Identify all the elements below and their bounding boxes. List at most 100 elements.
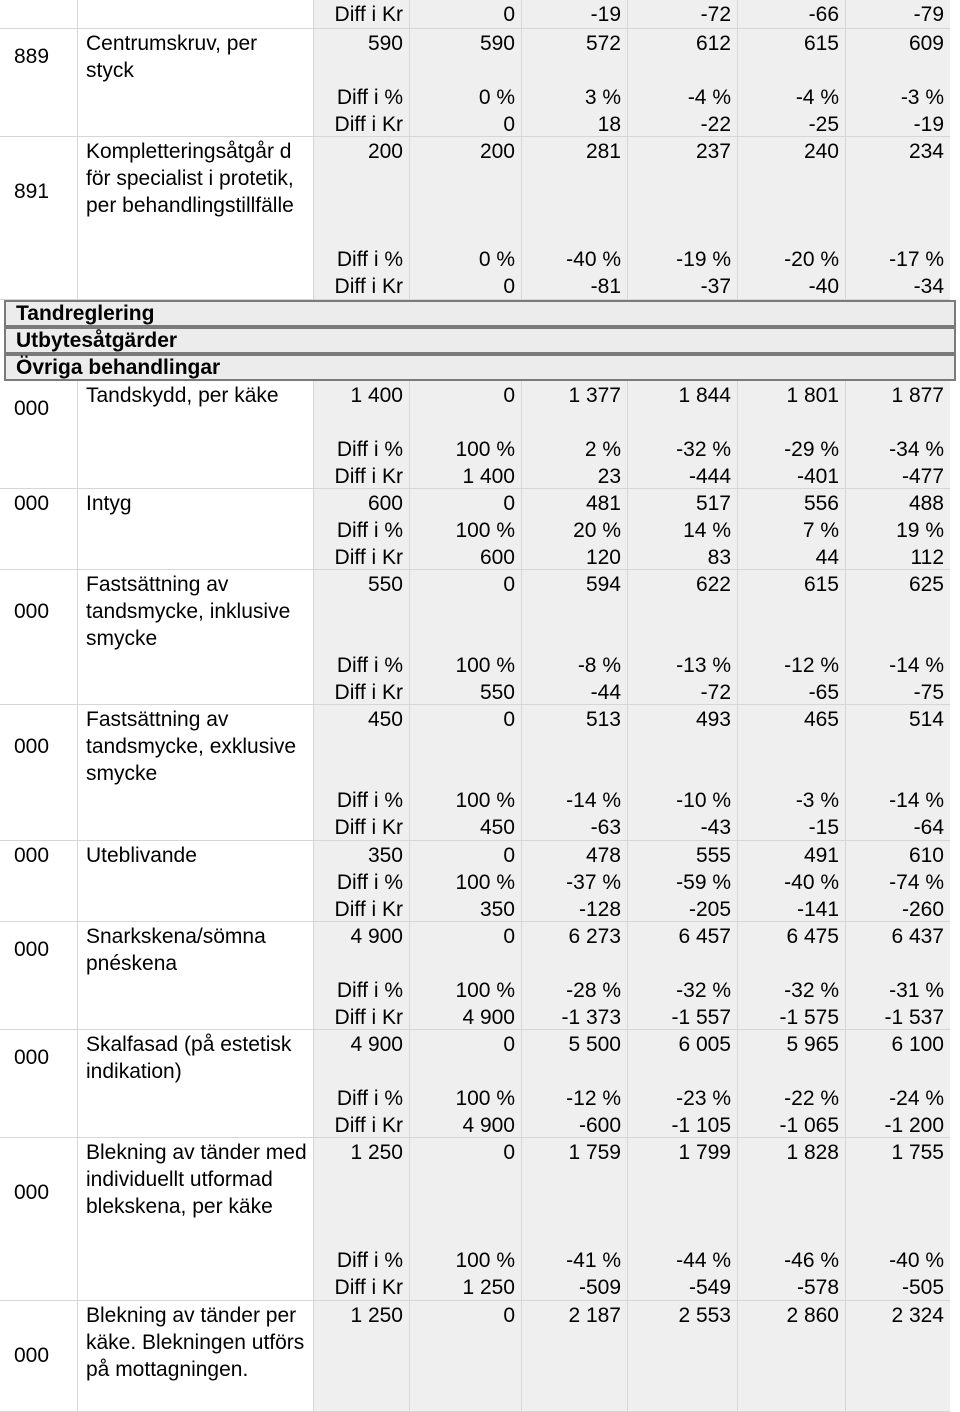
- cell-value: 240: [803, 140, 839, 163]
- diff-pct-label: Diff i %: [336, 654, 403, 677]
- cell-value: 6 273: [568, 925, 621, 948]
- cell-value: 556: [803, 492, 839, 515]
- table-cell: 625 -14 % -75: [846, 570, 950, 705]
- list-price: 1 250: [350, 1141, 403, 1164]
- table-cell: [0, 0, 78, 29]
- cell-value: 0 %: [478, 248, 515, 271]
- list-price: 600: [367, 492, 403, 515]
- table-cell: 590 0 % 0: [410, 29, 522, 137]
- item-code: 000: [14, 735, 50, 758]
- cell-value: -66: [808, 3, 839, 26]
- table-cell: 281 -40 % -81: [522, 137, 628, 300]
- item-code: 891: [14, 180, 50, 203]
- cell-value: -401: [796, 465, 839, 488]
- section-header: Övriga behandlingar: [4, 354, 956, 381]
- table-cell: 5 500 -12 % -600: [522, 1030, 628, 1138]
- cell-value: -1 537: [884, 1006, 944, 1029]
- cell-value: 0: [503, 113, 515, 136]
- cell-value: 6 437: [891, 925, 944, 948]
- cell-value: 100 %: [455, 1087, 515, 1110]
- cell-value: -40 %: [784, 871, 839, 894]
- table-row: 000 Fastsättning av tandsmycke, inklusive…: [0, 570, 960, 705]
- item-code: 000: [14, 1181, 50, 1204]
- cell-value: 1 844: [678, 384, 731, 407]
- table-cell: 478 -37 % -128: [522, 841, 628, 922]
- table-cell: 517 14 % 83: [628, 489, 738, 570]
- table-cell: 590 Diff i % Diff i Kr: [314, 29, 410, 137]
- table-cell: 1 877 -34 % -477: [846, 381, 950, 489]
- cell-value: -260: [901, 898, 944, 921]
- table-cell: Kompletteringsåtgår d för specialist i p…: [78, 137, 314, 300]
- cell-value: -578: [796, 1276, 839, 1299]
- cell-value: 1 877: [891, 384, 944, 407]
- table-row: Diff i Kr 0 -19 -72 -66 -79: [0, 0, 960, 29]
- list-price: 1 250: [350, 1304, 403, 1327]
- cell-value: -44: [590, 681, 621, 704]
- cell-value: Diff i Kr: [334, 3, 403, 26]
- table-cell: 0 100 % 4 900: [410, 1030, 522, 1138]
- item-name: Centrumskruv, per styck: [86, 32, 258, 82]
- cell-value: -74 %: [889, 871, 944, 894]
- cell-value: -14 %: [566, 789, 621, 812]
- item-name: Tandskydd, per käke: [86, 384, 279, 407]
- cell-value: 550: [479, 681, 515, 704]
- cell-value: 234: [908, 140, 944, 163]
- table-row: 000 Uteblivande 350 Diff i % Diff i Kr 0 100 %…: [0, 841, 960, 922]
- diff-pct-label: Diff i %: [336, 519, 403, 542]
- cell-value: 609: [908, 32, 944, 55]
- cell-value: -31 %: [889, 979, 944, 1002]
- diff-pct-label: Diff i %: [336, 1249, 403, 1272]
- cell-value: -13 %: [676, 654, 731, 677]
- cell-value: -25: [808, 113, 839, 136]
- cell-value: 612: [695, 32, 731, 55]
- cell-value: 600: [479, 546, 515, 569]
- cell-value: -444: [688, 465, 731, 488]
- list-price: 1 400: [350, 384, 403, 407]
- table-cell: 465 -3 % -15: [738, 705, 846, 841]
- table-cell: -72: [628, 0, 738, 29]
- table-cell: Tandskydd, per käke: [78, 381, 314, 489]
- cell-value: 0: [503, 275, 515, 298]
- cell-value: -477: [901, 465, 944, 488]
- cell-value: 2 553: [678, 1304, 731, 1327]
- section-title: Tandreglering: [16, 302, 155, 325]
- cell-value: 5 965: [786, 1033, 839, 1056]
- item-name: Kompletteringsåtgår d för specialist i p…: [86, 140, 294, 217]
- cell-value: 0: [503, 925, 515, 948]
- table-cell: -79: [846, 0, 950, 29]
- table-cell: 481 20 % 120: [522, 489, 628, 570]
- table-cell: 6 475 -32 % -1 575: [738, 922, 846, 1030]
- table-cell: 556 7 % 44: [738, 489, 846, 570]
- diff-pct-label: Diff i %: [336, 1087, 403, 1110]
- cell-value: -1 557: [671, 1006, 731, 1029]
- cell-value: -20 %: [784, 248, 839, 271]
- item-code: 000: [14, 938, 50, 961]
- cell-value: 4 900: [462, 1114, 515, 1137]
- table-cell: 0 100 % 550: [410, 570, 522, 705]
- cell-value: -8 %: [577, 654, 621, 677]
- table-cell: 622 -13 % -72: [628, 570, 738, 705]
- cell-value: -23 %: [676, 1087, 731, 1110]
- cell-value: 478: [585, 844, 621, 867]
- cell-value: 7 %: [802, 519, 839, 542]
- table-cell: 0 100 % 600: [410, 489, 522, 570]
- cell-value: -63: [590, 816, 621, 839]
- cell-value: -14 %: [889, 654, 944, 677]
- table-cell: 4 900 Diff i % Diff i Kr: [314, 1030, 410, 1138]
- table-cell: 234 -17 % -34: [846, 137, 950, 300]
- item-name: Skalfasad (på estetisk indikation): [86, 1033, 292, 1083]
- table-cell: 200 Diff i % Diff i Kr: [314, 137, 410, 300]
- item-name: Fastsättning av tandsmycke, inklusive sm…: [86, 573, 291, 650]
- cell-value: -34 %: [889, 438, 944, 461]
- diff-kr-label: Diff i Kr: [334, 113, 403, 136]
- cell-value: -4 %: [795, 86, 839, 109]
- table-cell: 6 005 -23 % -1 105: [628, 1030, 738, 1138]
- diff-pct-label: Diff i %: [336, 789, 403, 812]
- cell-value: 0: [503, 1141, 515, 1164]
- item-name: Intyg: [86, 492, 132, 515]
- cell-value: 281: [585, 140, 621, 163]
- table-cell: 2 860: [738, 1301, 846, 1412]
- cell-value: -1 373: [561, 1006, 621, 1029]
- cell-value: 6 457: [678, 925, 731, 948]
